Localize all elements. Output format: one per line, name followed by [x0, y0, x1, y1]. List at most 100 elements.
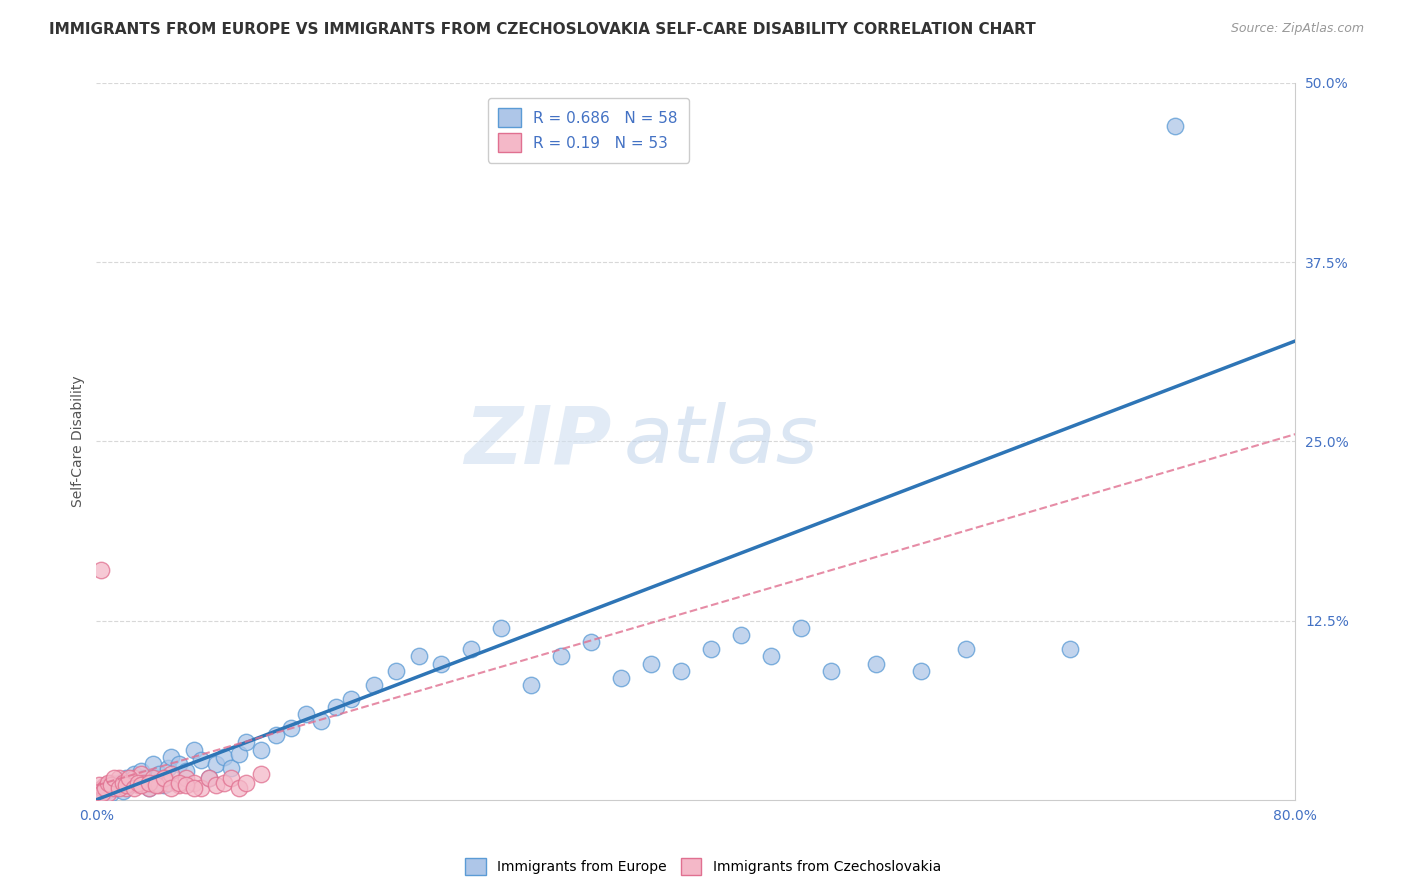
Point	[640, 657, 662, 671]
Point	[112, 775, 135, 789]
Legend: R = 0.686   N = 58, R = 0.19   N = 53: R = 0.686 N = 58, R = 0.19 N = 53	[488, 98, 689, 162]
Point	[430, 657, 453, 671]
Point	[134, 775, 156, 789]
Point	[183, 775, 205, 789]
Point	[118, 771, 141, 785]
Point	[157, 775, 180, 789]
Point	[183, 781, 205, 796]
Point	[142, 771, 165, 785]
Point	[520, 678, 543, 692]
Point	[264, 728, 287, 742]
Point	[94, 779, 117, 793]
Point	[669, 664, 692, 678]
Point	[127, 775, 149, 789]
Text: ZIP: ZIP	[464, 402, 612, 481]
Point	[489, 621, 512, 635]
Point	[174, 779, 197, 793]
Point	[235, 775, 257, 789]
Point	[250, 767, 273, 781]
Text: Source: ZipAtlas.com: Source: ZipAtlas.com	[1230, 22, 1364, 36]
Legend: Immigrants from Europe, Immigrants from Czechoslovakia: Immigrants from Europe, Immigrants from …	[460, 853, 946, 880]
Point	[134, 771, 156, 785]
Point	[127, 779, 149, 793]
Point	[152, 771, 174, 785]
Text: atlas: atlas	[624, 402, 818, 481]
Point	[197, 771, 219, 785]
Point	[789, 621, 811, 635]
Point	[138, 781, 160, 796]
Point	[97, 779, 120, 793]
Point	[280, 721, 302, 735]
Point	[122, 781, 145, 796]
Point	[759, 649, 782, 664]
Point	[408, 649, 430, 664]
Point	[131, 764, 153, 778]
Point	[89, 786, 111, 800]
Point	[89, 779, 111, 793]
Point	[295, 706, 318, 721]
Point	[610, 671, 633, 685]
Y-axis label: Self-Care Disability: Self-Care Disability	[72, 376, 86, 508]
Point	[108, 775, 131, 789]
Point	[174, 764, 197, 778]
Point	[190, 781, 212, 796]
Point	[142, 756, 165, 771]
Point	[325, 699, 347, 714]
Point	[131, 779, 153, 793]
Point	[122, 771, 145, 785]
Point	[122, 767, 145, 781]
Point	[167, 779, 190, 793]
Point	[1164, 119, 1187, 133]
Point	[100, 775, 122, 789]
Point	[148, 779, 170, 793]
Point	[228, 747, 250, 761]
Point	[730, 628, 752, 642]
Point	[94, 781, 117, 796]
Point	[309, 714, 332, 728]
Point	[228, 781, 250, 796]
Point	[1059, 642, 1081, 657]
Point	[160, 781, 183, 796]
Point	[115, 771, 138, 785]
Point	[219, 771, 242, 785]
Point	[138, 775, 160, 789]
Point	[340, 692, 363, 706]
Point	[910, 664, 932, 678]
Point	[219, 761, 242, 775]
Point	[174, 771, 197, 785]
Point	[118, 775, 141, 789]
Point	[145, 775, 167, 789]
Point	[212, 749, 235, 764]
Point	[93, 786, 115, 800]
Point	[145, 779, 167, 793]
Point	[385, 664, 408, 678]
Point	[145, 771, 167, 785]
Point	[205, 756, 228, 771]
Point	[131, 767, 153, 781]
Point	[112, 779, 135, 793]
Point	[97, 775, 120, 789]
Point	[112, 784, 135, 798]
Point	[205, 779, 228, 793]
Point	[91, 781, 114, 796]
Point	[160, 767, 183, 781]
Point	[115, 781, 138, 796]
Point	[108, 781, 131, 796]
Point	[167, 756, 190, 771]
Point	[235, 735, 257, 749]
Point	[152, 771, 174, 785]
Point	[865, 657, 887, 671]
Point	[183, 742, 205, 756]
Point	[103, 781, 125, 796]
Point	[579, 635, 602, 649]
Point	[212, 775, 235, 789]
Point	[100, 779, 122, 793]
Point	[100, 786, 122, 800]
Point	[118, 779, 141, 793]
Point	[190, 753, 212, 767]
Point	[148, 767, 170, 781]
Point	[160, 749, 183, 764]
Point	[250, 742, 273, 756]
Point	[460, 642, 482, 657]
Text: IMMIGRANTS FROM EUROPE VS IMMIGRANTS FROM CZECHOSLOVAKIA SELF-CARE DISABILITY CO: IMMIGRANTS FROM EUROPE VS IMMIGRANTS FRO…	[49, 22, 1036, 37]
